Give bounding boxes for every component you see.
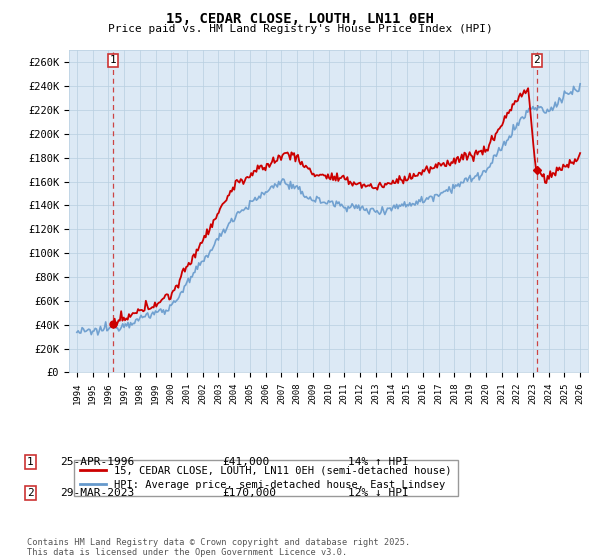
Text: 12% ↓ HPI: 12% ↓ HPI: [348, 488, 409, 498]
Text: 2: 2: [533, 55, 540, 65]
Text: 25-APR-1996: 25-APR-1996: [60, 457, 134, 467]
Text: 1: 1: [27, 457, 34, 467]
Text: £170,000: £170,000: [222, 488, 276, 498]
Text: Price paid vs. HM Land Registry's House Price Index (HPI): Price paid vs. HM Land Registry's House …: [107, 24, 493, 34]
Text: Contains HM Land Registry data © Crown copyright and database right 2025.
This d: Contains HM Land Registry data © Crown c…: [27, 538, 410, 557]
Text: 29-MAR-2023: 29-MAR-2023: [60, 488, 134, 498]
Text: 15, CEDAR CLOSE, LOUTH, LN11 0EH: 15, CEDAR CLOSE, LOUTH, LN11 0EH: [166, 12, 434, 26]
Text: 1: 1: [110, 55, 117, 65]
Text: 2: 2: [27, 488, 34, 498]
Legend: 15, CEDAR CLOSE, LOUTH, LN11 0EH (semi-detached house), HPI: Average price, semi: 15, CEDAR CLOSE, LOUTH, LN11 0EH (semi-d…: [74, 460, 458, 496]
Text: £41,000: £41,000: [222, 457, 269, 467]
Text: 14% ↑ HPI: 14% ↑ HPI: [348, 457, 409, 467]
